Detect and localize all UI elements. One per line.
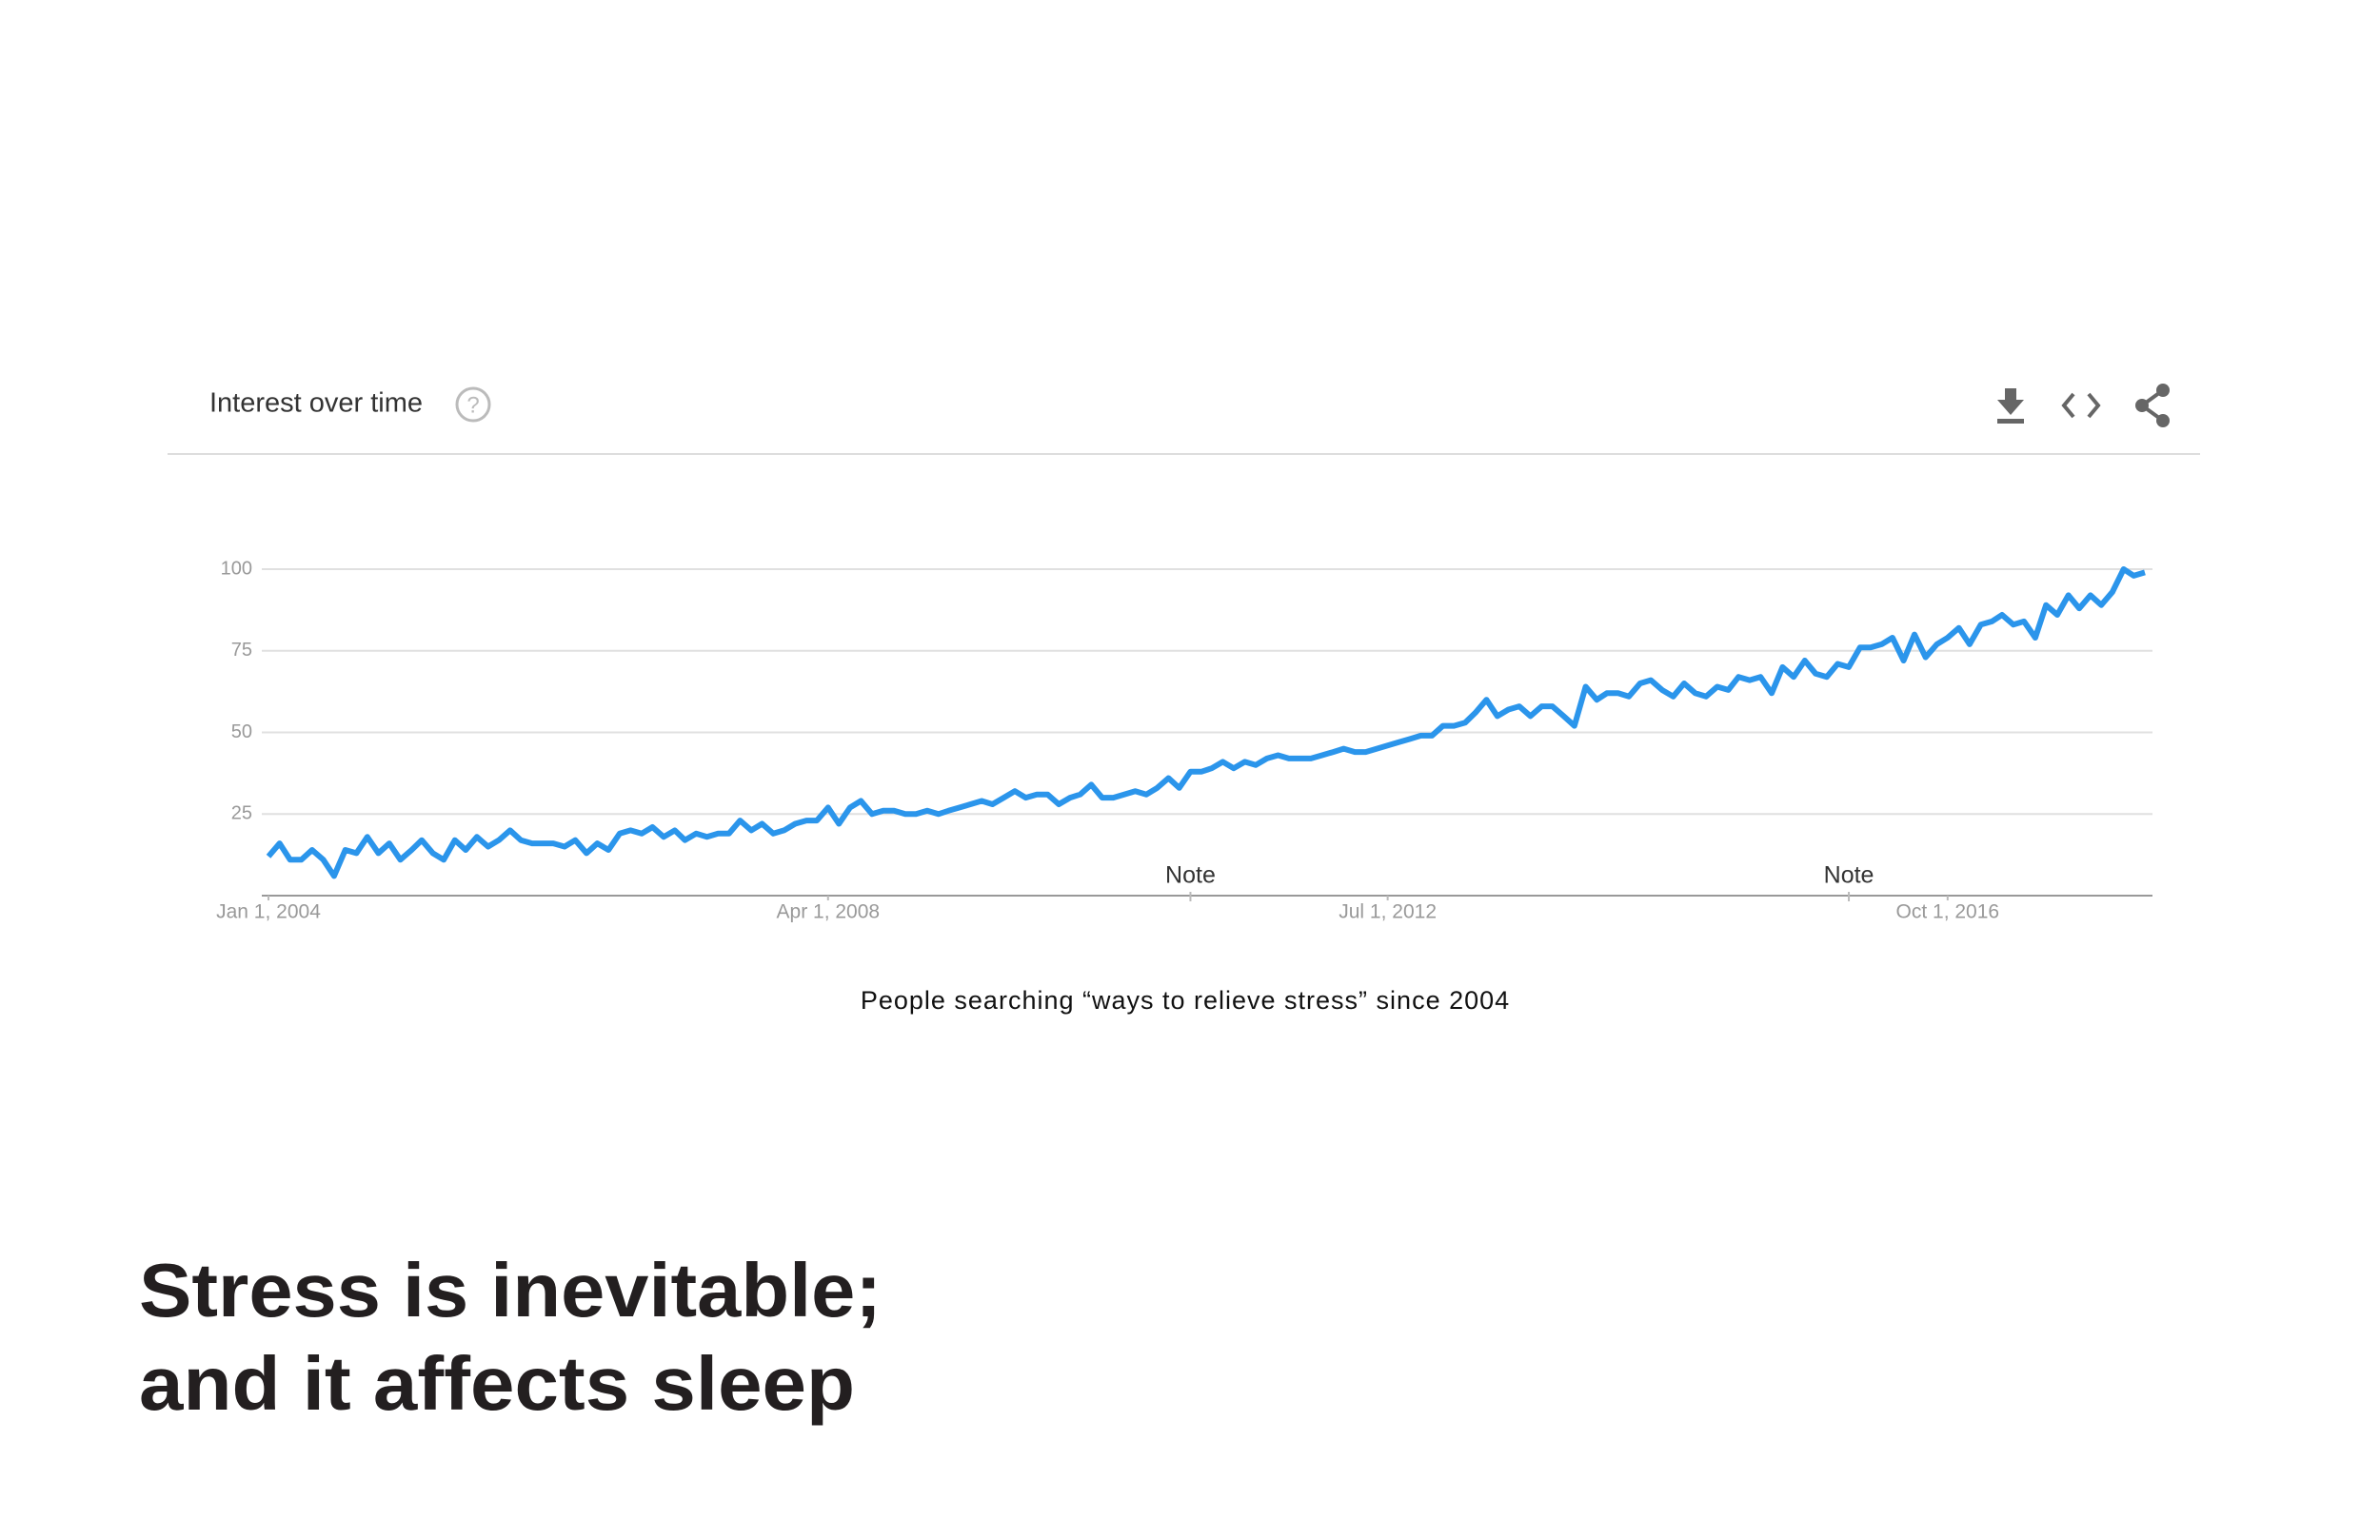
x-tick-label: Oct 1, 2016 <box>1896 901 2000 923</box>
svg-text:?: ? <box>466 392 479 418</box>
heading-line: and it affects sleep <box>139 1341 855 1426</box>
note-label: Note <box>1824 862 1874 889</box>
share-icon[interactable] <box>2135 384 2170 427</box>
embed-icon[interactable] <box>2061 392 2101 419</box>
heading-line: Stress is inevitable; <box>139 1248 882 1333</box>
note-label: Note <box>1165 862 1216 889</box>
y-tick-label: 50 <box>231 721 252 742</box>
card-title: Interest over time <box>209 388 423 419</box>
y-tick-label: 100 <box>221 558 252 579</box>
caption: People searching “ways to relieve stress… <box>861 986 1510 1015</box>
trend-line <box>266 566 2146 879</box>
y-tick-label: 25 <box>231 803 252 824</box>
help-icon[interactable]: ? <box>455 386 491 423</box>
x-tick-label: Jan 1, 2004 <box>216 901 321 923</box>
y-tick-label: 75 <box>231 640 252 661</box>
download-icon[interactable] <box>1997 388 2024 424</box>
x-tick-label: Apr 1, 2008 <box>777 901 881 923</box>
plot: 25 50 75 100 Jan 1, 2004 Apr 1, 2008 Jul 1, 20… <box>216 558 2152 923</box>
x-tick-label: Jul 1, 2012 <box>1339 901 1437 923</box>
